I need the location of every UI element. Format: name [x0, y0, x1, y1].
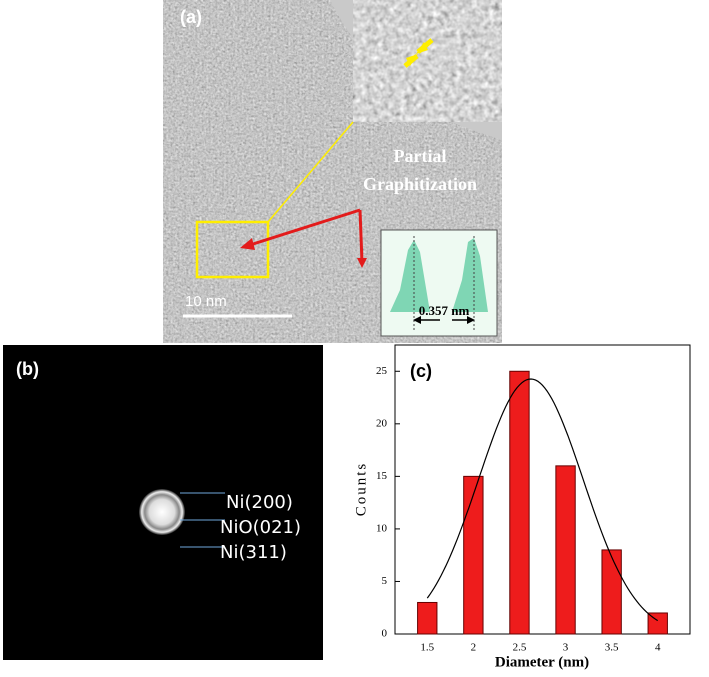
panel-label: (a) [180, 7, 202, 27]
arrowhead [416, 42, 428, 54]
panel-b: (b) Ni(200) NiO(021) Ni(311) [3, 345, 323, 660]
zoom-line [267, 121, 354, 223]
bar [509, 370, 530, 635]
bar [647, 612, 668, 635]
y-tick-label: 15 [376, 470, 388, 482]
arrowhead [240, 238, 255, 250]
spacing-label: 0.357 nm [419, 303, 470, 318]
x-tick-label: 2.5 [513, 642, 527, 654]
arrowhead [467, 316, 475, 324]
diffraction-ring [139, 489, 185, 535]
y-tick-label: 10 [376, 522, 388, 534]
ring-label: NiO(021) [220, 517, 301, 538]
arrowhead [406, 54, 418, 66]
arrowhead [413, 316, 421, 324]
x-tick-label: 2 [471, 642, 477, 654]
histogram: (c) Counts Diameter (nm) 0 5 10 15 20 25 1.5 2 2.5 3… [353, 344, 691, 670]
y-tick-label: 20 [376, 417, 388, 429]
inset-image [352, 0, 503, 123]
y-axis-label: Counts [353, 462, 369, 517]
plot-frame [394, 344, 691, 635]
bar [463, 475, 484, 635]
panel-a: (a) Partial Graphitization 10 nm 0.357 n… [163, 0, 503, 343]
y-tick-label: 0 [382, 628, 388, 640]
x-tick-label: 3.5 [605, 642, 619, 654]
y-tick-label: 5 [382, 575, 388, 587]
bar [555, 465, 576, 635]
x-tick-label: 4 [655, 642, 661, 654]
x-tick-label: 3 [563, 642, 569, 654]
annotation-arrows [249, 208, 364, 263]
panel-label: (c) [410, 361, 432, 381]
arrowhead [357, 258, 367, 268]
x-tick-label: 1.5 [420, 642, 434, 654]
annotation: Partial [394, 146, 447, 166]
x-axis-label: Diameter (nm) [495, 654, 589, 670]
bar [601, 549, 622, 635]
annotation: Graphitization [363, 174, 477, 194]
zoom-box [195, 220, 270, 279]
scale-label: 10 nm [185, 293, 227, 310]
fit-curve [426, 378, 659, 622]
bar [417, 601, 438, 635]
ring-labels: Ni(200) NiO(021) Ni(311) [180, 492, 301, 563]
panel-label: (b) [16, 359, 39, 379]
y-tick-label: 25 [376, 365, 388, 377]
ring-label: Ni(311) [220, 542, 287, 563]
ring-label: Ni(200) [226, 492, 293, 513]
